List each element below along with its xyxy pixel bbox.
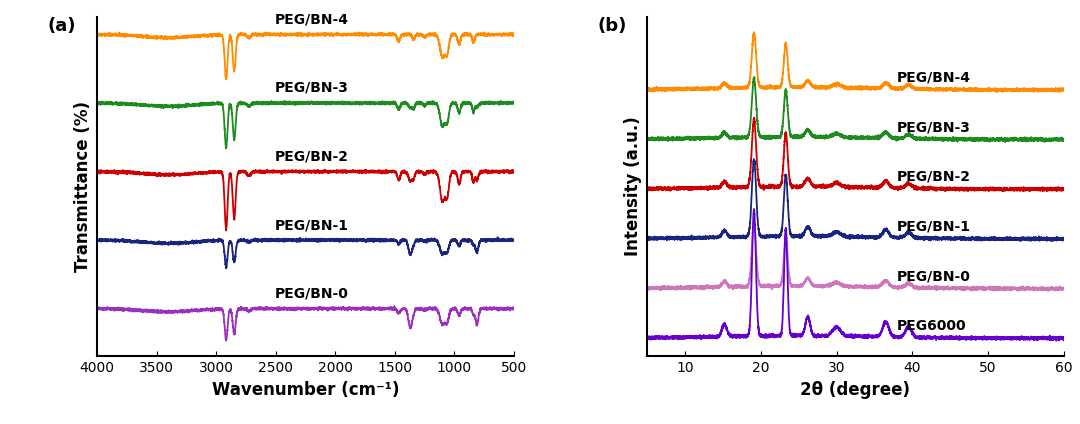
Text: (b): (b) (597, 17, 626, 35)
Text: PEG/BN-2: PEG/BN-2 (274, 150, 349, 164)
Y-axis label: Intensity (a.u.): Intensity (a.u.) (623, 117, 642, 257)
Text: PEG/BN-3: PEG/BN-3 (274, 81, 349, 95)
Text: PEG/BN-0: PEG/BN-0 (897, 269, 971, 283)
X-axis label: Wavenumber (cm⁻¹): Wavenumber (cm⁻¹) (212, 381, 400, 399)
Text: PEG/BN-1: PEG/BN-1 (897, 220, 971, 234)
Text: PEG/BN-1: PEG/BN-1 (274, 218, 349, 232)
X-axis label: 2θ (degree): 2θ (degree) (800, 381, 910, 399)
Text: PEG/BN-2: PEG/BN-2 (897, 170, 971, 184)
Text: PEG/BN-3: PEG/BN-3 (897, 120, 971, 134)
Text: PEG/BN-4: PEG/BN-4 (897, 70, 971, 84)
Text: PEG6000: PEG6000 (897, 319, 967, 333)
Text: PEG/BN-0: PEG/BN-0 (274, 287, 349, 301)
Text: PEG/BN-4: PEG/BN-4 (274, 12, 349, 26)
Y-axis label: Transmittance (%): Transmittance (%) (73, 101, 92, 272)
Text: (a): (a) (48, 17, 76, 35)
